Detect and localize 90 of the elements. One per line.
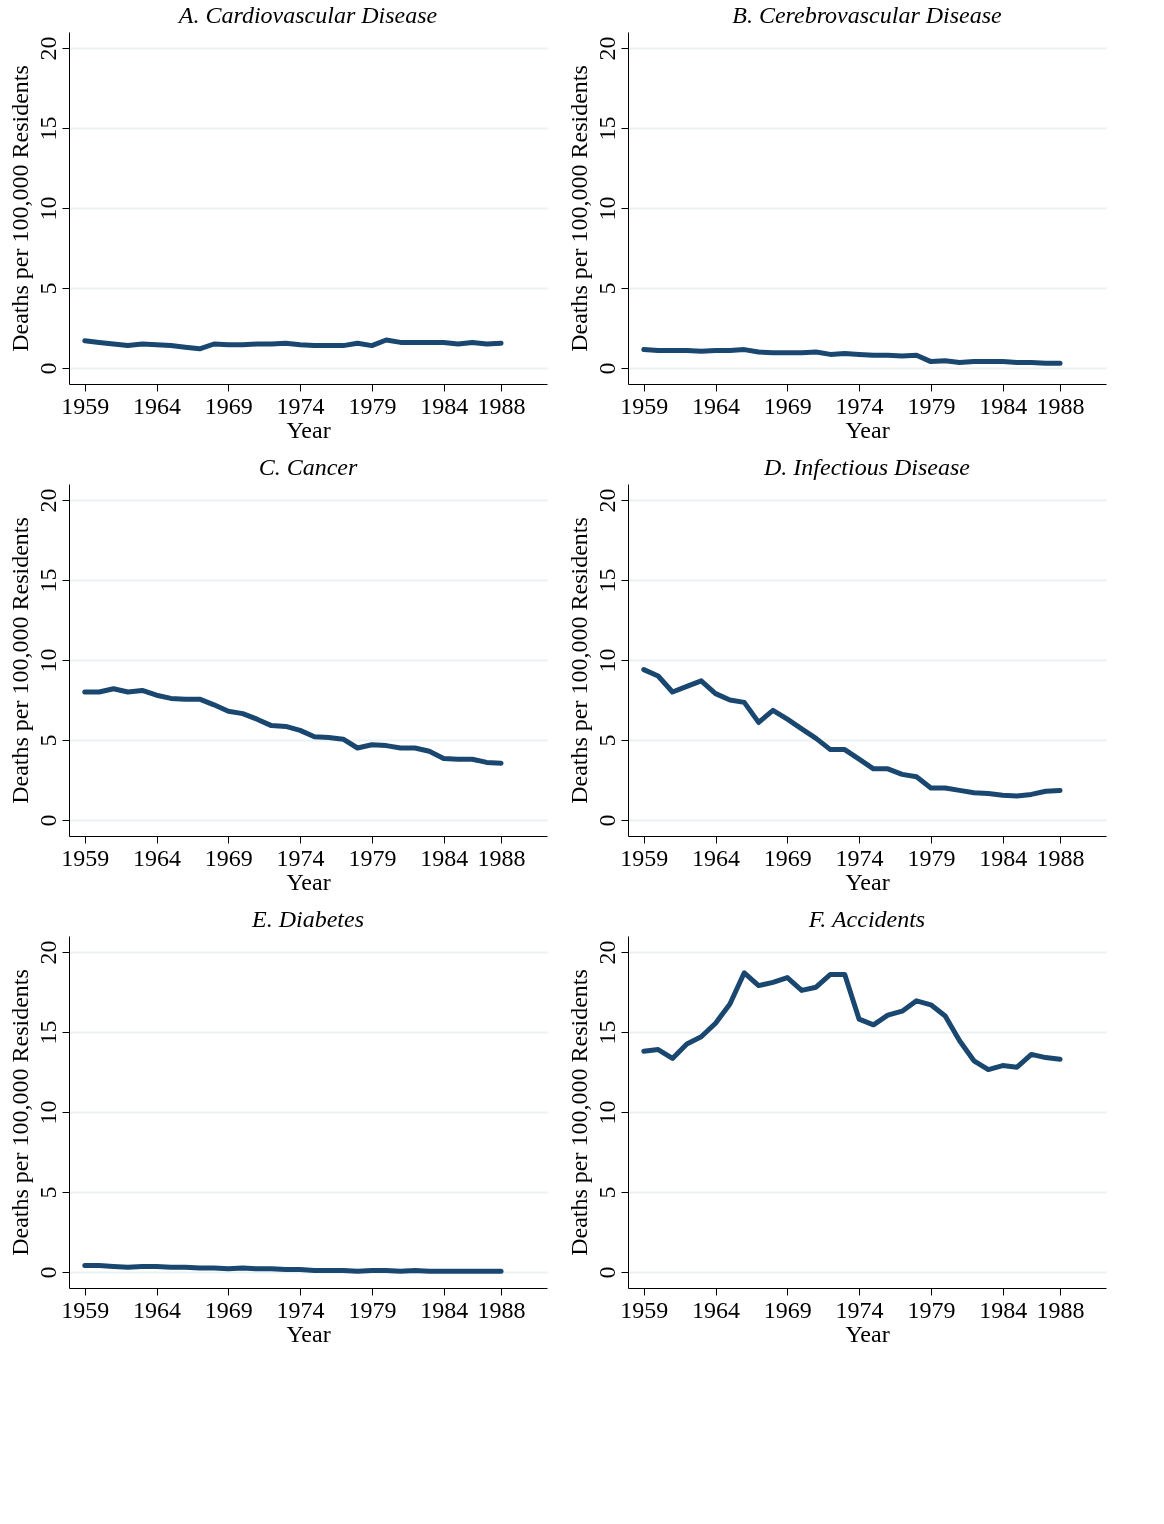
y-tick-label: 0 <box>34 814 61 827</box>
y-tick-label: 15 <box>34 116 61 141</box>
y-tick-label: 0 <box>593 1266 620 1279</box>
chart-title: D. Infectious Disease <box>763 454 971 480</box>
y-tick-label: 20 <box>593 36 620 61</box>
x-tick-label: 1974 <box>835 844 884 871</box>
x-axis-title: Year <box>286 416 331 443</box>
x-tick-label: 1964 <box>692 392 741 419</box>
x-tick-label: 1964 <box>692 844 741 871</box>
x-tick-label: 1988 <box>1036 844 1085 871</box>
y-tick-label: 15 <box>593 1020 620 1045</box>
y-tick-label: 20 <box>593 940 620 965</box>
y-tick-label: 0 <box>593 362 620 375</box>
y-tick-label: 10 <box>593 196 620 221</box>
y-axis-title: Deaths per 100,000 Residents <box>6 517 33 804</box>
y-tick-label: 20 <box>34 36 61 61</box>
y-tick-label: 10 <box>34 648 61 673</box>
y-tick-label: 5 <box>34 1186 61 1199</box>
x-tick-label: 1979 <box>907 1296 956 1323</box>
x-tick-label: 1969 <box>204 1296 253 1323</box>
chart-title: E. Diabetes <box>251 906 364 932</box>
y-axis-title: Deaths per 100,000 Residents <box>565 517 592 804</box>
x-axis-title: Year <box>286 1320 331 1347</box>
x-tick-label: 1969 <box>204 392 253 419</box>
x-tick-label: 1969 <box>763 844 812 871</box>
chart-title: C. Cancer <box>258 454 358 480</box>
y-tick-label: 10 <box>593 1100 620 1125</box>
chart-title: A. Cardiovascular Disease <box>176 2 438 28</box>
x-tick-label: 1979 <box>907 392 956 419</box>
x-tick-label: 1974 <box>276 392 325 419</box>
x-tick-label: 1959 <box>620 844 669 871</box>
x-tick-label: 1969 <box>204 844 253 871</box>
x-tick-label: 1964 <box>133 392 182 419</box>
y-tick-label: 5 <box>593 734 620 747</box>
x-tick-label: 1969 <box>763 392 812 419</box>
x-tick-label: 1984 <box>979 392 1028 419</box>
x-tick-label: 1988 <box>477 392 526 419</box>
x-tick-label: 1984 <box>420 1296 469 1323</box>
y-tick-label: 15 <box>34 568 61 593</box>
x-tick-label: 1988 <box>1036 392 1085 419</box>
y-tick-label: 15 <box>593 568 620 593</box>
y-tick-label: 0 <box>34 1266 61 1279</box>
y-tick-label: 15 <box>34 1020 61 1045</box>
x-tick-label: 1969 <box>763 1296 812 1323</box>
y-tick-label: 20 <box>593 488 620 513</box>
x-tick-label: 1979 <box>348 1296 397 1323</box>
x-tick-label: 1974 <box>835 1296 884 1323</box>
x-tick-label: 1984 <box>420 844 469 871</box>
x-tick-label: 1979 <box>907 844 956 871</box>
x-tick-label: 1959 <box>61 844 110 871</box>
y-tick-label: 10 <box>34 1100 61 1125</box>
x-tick-label: 1959 <box>620 1296 669 1323</box>
y-tick-label: 0 <box>34 362 61 375</box>
y-tick-label: 15 <box>593 116 620 141</box>
x-tick-label: 1979 <box>348 844 397 871</box>
x-axis-title: Year <box>845 416 890 443</box>
y-axis-title: Deaths per 100,000 Residents <box>6 969 33 1256</box>
x-tick-label: 1974 <box>276 844 325 871</box>
x-axis-title: Year <box>845 1320 890 1347</box>
x-tick-label: 1988 <box>1036 1296 1085 1323</box>
x-tick-label: 1984 <box>420 392 469 419</box>
y-tick-label: 5 <box>593 1186 620 1199</box>
x-tick-label: 1964 <box>692 1296 741 1323</box>
y-tick-label: 20 <box>34 940 61 965</box>
chart-title: F. Accidents <box>807 906 926 932</box>
x-tick-label: 1979 <box>348 392 397 419</box>
y-tick-label: 5 <box>34 282 61 295</box>
y-tick-label: 0 <box>593 814 620 827</box>
x-tick-label: 1988 <box>477 1296 526 1323</box>
x-tick-label: 1974 <box>276 1296 325 1323</box>
y-axis-title: Deaths per 100,000 Residents <box>6 65 33 352</box>
x-tick-label: 1959 <box>61 1296 110 1323</box>
x-tick-label: 1964 <box>133 1296 182 1323</box>
x-tick-label: 1959 <box>61 392 110 419</box>
y-tick-label: 5 <box>593 282 620 295</box>
x-tick-label: 1959 <box>620 392 669 419</box>
x-axis-title: Year <box>845 868 890 895</box>
y-tick-label: 10 <box>593 648 620 673</box>
y-tick-label: 20 <box>34 488 61 513</box>
x-tick-label: 1974 <box>835 392 884 419</box>
x-tick-label: 1984 <box>979 1296 1028 1323</box>
x-axis-title: Year <box>286 868 331 895</box>
y-tick-label: 5 <box>34 734 61 747</box>
chart-title: B. Cerebrovascular Disease <box>732 2 1003 28</box>
x-tick-label: 1984 <box>979 844 1028 871</box>
x-tick-label: 1988 <box>477 844 526 871</box>
y-axis-title: Deaths per 100,000 Residents <box>565 65 592 352</box>
y-axis-title: Deaths per 100,000 Residents <box>565 969 592 1256</box>
y-tick-label: 10 <box>34 196 61 221</box>
x-tick-label: 1964 <box>133 844 182 871</box>
